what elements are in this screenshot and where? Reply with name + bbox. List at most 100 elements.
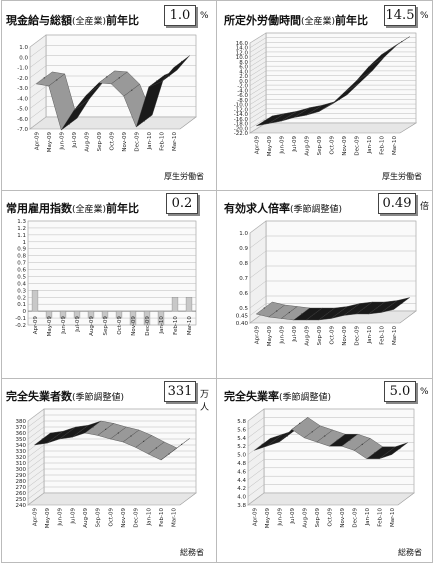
x-tick-label: Jul-09 [292, 326, 298, 343]
y-tick-label: -2.0 [237, 84, 248, 90]
headline-value-box: 5.0 [384, 381, 416, 402]
data-point [106, 76, 108, 78]
chart-title: 常用雇用指数(全産業)前年比 [6, 202, 140, 215]
y-tick-label: 1.2 [17, 226, 26, 232]
x-tick-label: Dec-09 [354, 136, 360, 156]
gridline [27, 444, 45, 458]
y-tick-label: 350 [16, 437, 27, 443]
gridline [29, 116, 47, 130]
x-tick-label: Jun-09 [59, 132, 65, 151]
y-tick-label: 340 [16, 443, 27, 449]
y-tick-label: 8.0 [239, 60, 248, 66]
data-point [338, 98, 340, 101]
x-tick-label: Oct-09 [108, 508, 114, 527]
gridline [249, 56, 267, 67]
x-tick-label: Mar-10 [390, 508, 396, 528]
x-tick-label: Oct-09 [329, 136, 335, 155]
data-point [311, 431, 313, 433]
y-tick-label: -2.0 [17, 76, 28, 82]
data-point [168, 453, 170, 455]
gridline [249, 75, 267, 86]
ribbon-segment [381, 297, 410, 313]
data-point [155, 447, 157, 449]
gridline [29, 96, 47, 109]
x-tick-label: Dec-09 [354, 326, 360, 346]
y-tick-label: -20.0 [234, 126, 249, 132]
gridline [249, 295, 267, 309]
y-tick-label: -4.0 [17, 96, 28, 102]
data-point [288, 311, 290, 314]
gridline [249, 70, 267, 82]
x-tick-label: Mar-10 [392, 136, 398, 156]
x-tick-label: Sep-09 [96, 508, 102, 528]
x-tick-label: May-09 [47, 132, 53, 153]
gridline [249, 32, 267, 44]
plot-side-wall [249, 32, 267, 134]
y-tick-label: 280 [16, 479, 27, 485]
data-point [276, 117, 278, 120]
bar [31, 290, 39, 312]
y-tick-label: -7.0 [17, 127, 28, 133]
x-tick-label: Jan-10 [146, 508, 152, 527]
chart-unemployment-rate: 5.8 5.6 5.4 5.2 5.0 4.8 4.6 4.4 4.2 4.0 3.8 Apr-09 M… [237, 408, 415, 528]
x-tick-label: Dec-09 [352, 508, 358, 528]
y-tick-label: 0.5 [239, 306, 248, 312]
gridline [249, 280, 267, 294]
y-tick-label: 240 [16, 503, 27, 509]
data-point [263, 307, 265, 309]
data-point [93, 88, 95, 90]
data-point [376, 307, 378, 309]
data-point [326, 106, 328, 108]
y-tick-label: 5.4 [237, 436, 246, 442]
x-tick-label: May-09 [267, 326, 273, 347]
data-point [399, 448, 401, 450]
data-point [143, 120, 145, 122]
x-tick-label: Nov-09 [121, 508, 127, 528]
gridline [29, 45, 47, 58]
ribbon-segment [161, 55, 190, 83]
x-tick-label: Feb-10 [173, 316, 179, 335]
gridline [27, 456, 45, 470]
y-tick-label: -22.0 [234, 131, 249, 137]
x-tick-label: Dec-09 [145, 316, 151, 336]
y-tick-label: -3.0 [17, 86, 28, 92]
y-tick-label: 5.0 [237, 453, 246, 459]
panel-job-openings-ratio: 有効求人倍率(季節調整値) 0.49 倍 1.0 0.9 0.8 0.7 0.6 0.5 0… [222, 188, 432, 370]
data-point [351, 87, 353, 89]
gridline [247, 425, 265, 438]
y-tick-label: 0 [23, 309, 27, 315]
plot-back-wall [27, 220, 197, 326]
chart-unemployed-persons: 3803703603503403303203103002902802702602… [16, 408, 197, 528]
y-tick-label: -0.2 [15, 323, 26, 329]
gridline [249, 89, 267, 101]
gridline [27, 450, 45, 464]
y-tick-label: 0.6 [239, 291, 248, 297]
y-tick-label: 0.45 [236, 314, 249, 320]
row-divider-2 [1, 378, 433, 379]
gridline [27, 480, 45, 494]
data-point [363, 75, 365, 77]
y-tick-label: 4.6 [237, 469, 246, 475]
data-point [156, 80, 158, 82]
gridline [247, 434, 265, 447]
source-label: 厚生労働省 [382, 172, 422, 181]
y-tick-label: 1.3 [17, 219, 26, 225]
data-point [54, 436, 56, 438]
data-point [361, 443, 363, 445]
y-tick-label: 4.4 [237, 478, 246, 484]
gridline [247, 408, 265, 422]
gridline [247, 417, 265, 430]
gridline [249, 80, 267, 91]
gridline [249, 113, 267, 124]
data-point [401, 302, 403, 305]
x-tick-label: Jan-10 [367, 326, 373, 345]
y-tick-label: 330 [16, 449, 27, 455]
bar [101, 310, 109, 319]
y-tick-label: 0.0 [19, 55, 28, 61]
x-tick-label: Sep-09 [103, 316, 109, 336]
y-tick-label: 4.0 [239, 69, 248, 75]
bar [45, 310, 53, 319]
y-tick-label: -1.0 [17, 66, 28, 72]
x-tick-label: Apr-09 [254, 136, 260, 155]
data-point [43, 77, 45, 79]
